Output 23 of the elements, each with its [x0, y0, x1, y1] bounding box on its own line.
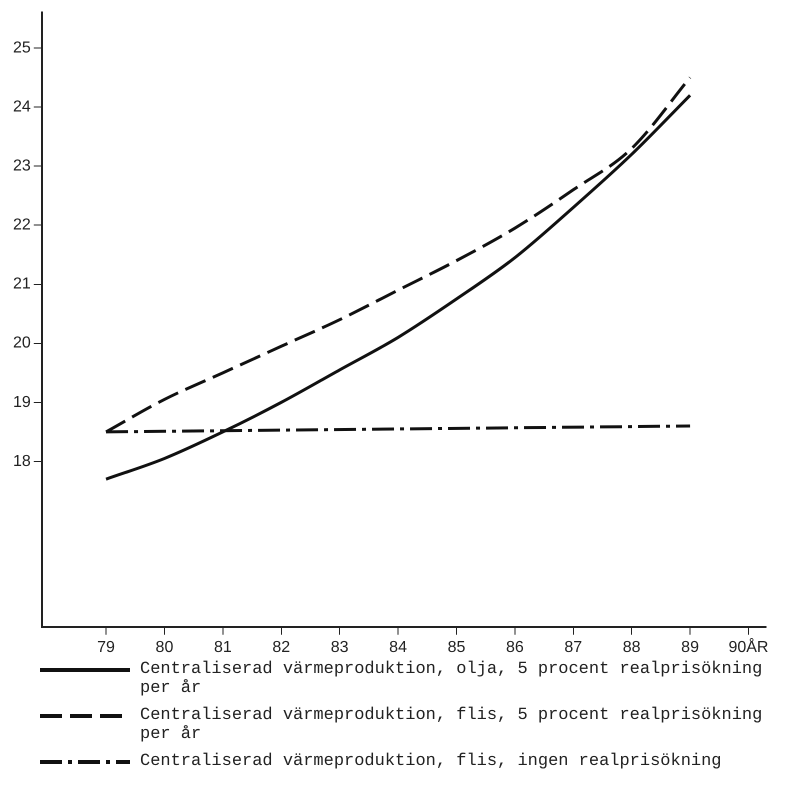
x-tick-label: 84 — [389, 638, 408, 656]
x-tick-label: 83 — [330, 638, 349, 656]
y-tick-label: 22 — [13, 216, 31, 234]
y-tick-label: 20 — [13, 334, 31, 352]
x-tick-label: 82 — [272, 638, 290, 656]
legend-label: Centraliserad värmeproduktion, olja, 5 procent realprisökning per år — [140, 660, 764, 698]
legend-label: Centraliserad värmeproduktion, flis, 5 procent realprisökning per år — [140, 706, 764, 744]
x-tick-label: 88 — [622, 638, 641, 656]
x-tick-label: 87 — [564, 638, 582, 656]
y-tick-label: 24 — [13, 98, 31, 116]
legend-label: Centraliserad värmeproduktion, flis, ingen realprisökning — [140, 752, 722, 771]
x-tick-label: 89 — [681, 638, 700, 656]
x-tick-label: 85 — [448, 638, 466, 656]
x-tick-label: 90ÅR — [728, 638, 768, 656]
y-tick-label: 23 — [13, 158, 31, 175]
y-tick-label: 18 — [13, 452, 31, 470]
y-tick-label: 19 — [13, 394, 31, 411]
x-tick-label: 81 — [214, 638, 232, 656]
y-tick-label: 25 — [13, 39, 31, 56]
x-tick-label: 79 — [97, 638, 116, 656]
x-tick-label: 86 — [506, 638, 524, 656]
y-tick-label: 21 — [13, 276, 31, 293]
x-tick-label: 80 — [156, 638, 174, 656]
